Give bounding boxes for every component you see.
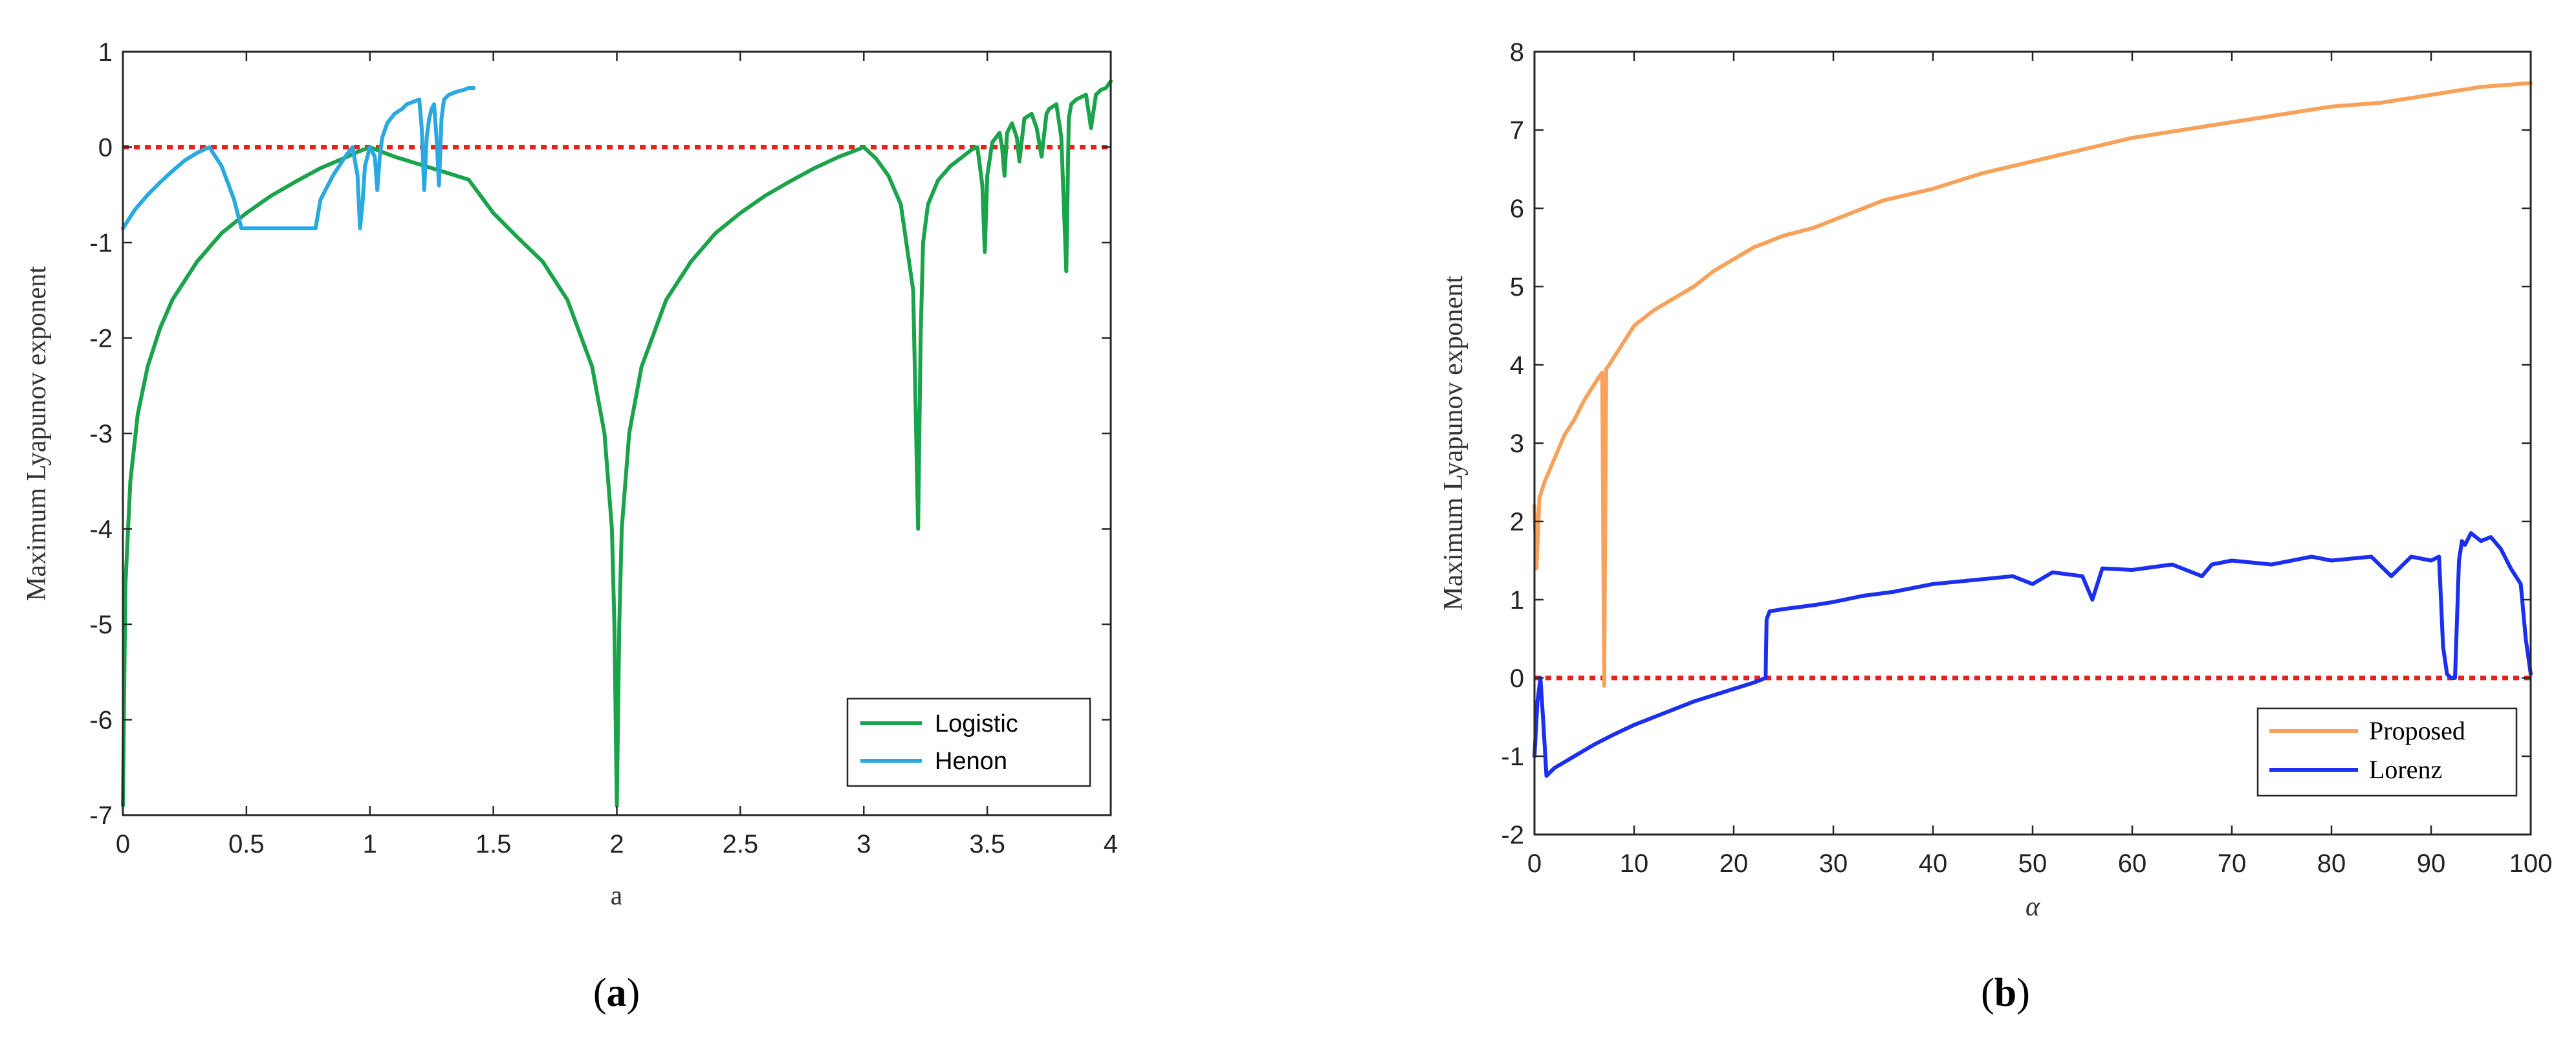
panel-b-legend-box	[2256, 707, 2518, 797]
panel-b-y-tick-label: -2	[1501, 821, 1524, 849]
panel-b-x-tick-label: 70	[2218, 849, 2247, 878]
panel-b-legend-label-proposed: Proposed	[2369, 716, 2465, 745]
panel-b-y-tick-label: 5	[1510, 273, 1524, 301]
panel-a-caption: (a)	[593, 971, 640, 1015]
panel-a-x-tick-label: 0.5	[228, 830, 265, 858]
panel-a-legend: Logistic Henon	[846, 697, 1091, 787]
panel-a-x-tick-label: 3	[857, 830, 871, 858]
panel-b-legend: Proposed Lorenz	[2256, 707, 2518, 797]
panel-b-x-tick-label: 30	[1819, 849, 1848, 878]
panel-b-x-tick-label: 40	[1919, 849, 1948, 878]
panel-a-y-tick-label: 1	[98, 38, 113, 67]
panel-a-x-tick-label: 0	[116, 830, 130, 858]
panel-a-y-axis: -7 -6 -5 -4 -3 -2 -1 0 1	[89, 38, 1111, 830]
panel-a-y-tick-label: -5	[89, 611, 113, 639]
panel-a-x-tick-label: 1	[363, 830, 377, 858]
panel-b-y-tick-label: 2	[1510, 508, 1524, 536]
panel-b-y-tick-label: 3	[1510, 430, 1524, 458]
panel-b-caption: (b)	[1981, 971, 2030, 1015]
panel-a-caption-close: )	[627, 971, 640, 1015]
panel-a-series	[121, 79, 1113, 808]
panel-a-y-tick-label: -3	[89, 420, 113, 448]
panel-b-y-tick-label: -1	[1501, 743, 1524, 771]
panel-a-y-axis-title: Maximum Lyapunov exponent	[22, 266, 52, 601]
panel-a-legend-box	[846, 697, 1091, 787]
panel-a-y-tick-label: -4	[89, 516, 113, 544]
panel-b-x-tick-label: 60	[2118, 849, 2147, 878]
panel-b-series-lorenz-line	[1533, 531, 2533, 778]
panel-b-series-proposed-line	[1533, 81, 2533, 688]
panel-b-y-axis-title: Maximum Lyapunov exponent	[1439, 276, 1468, 611]
panel-b-chart: 0 10 20 30 40 50 60 70 80 90 100 -2 -1 0 1 2 3 4 5 6 7 8 α M…	[1439, 38, 2552, 1015]
panel-a-x-tick-label: 3.5	[969, 830, 1005, 858]
panel-a-chart: 0 0.5 1 1.5 2 2.5 3 3.5 4 -7 -6 -5 -4 -3 -2 -1 0 1 a Max…	[22, 38, 1118, 1015]
panel-b-y-tick-label: 6	[1510, 195, 1524, 223]
panel-a-y-tick-label: -1	[89, 229, 113, 257]
panel-b-x-tick-label: 100	[2509, 849, 2553, 878]
panel-b-x-tick-label: 50	[2018, 849, 2047, 878]
panel-b-legend-label-lorenz: Lorenz	[2369, 755, 2442, 784]
panel-b-caption-open: (	[1981, 971, 1994, 1015]
panel-a-legend-label-logistic: Logistic	[935, 710, 1018, 737]
panel-a-x-tick-label: 1.5	[475, 830, 512, 858]
panel-a-series-henon-line	[121, 86, 476, 230]
panel-a-legend-label-henon: Henon	[935, 748, 1007, 775]
panel-b-series	[1533, 81, 2533, 778]
panel-a-x-axis: 0 0.5 1 1.5 2 2.5 3 3.5 4	[116, 52, 1118, 858]
panel-b-y-tick-label: 7	[1510, 116, 1524, 145]
panel-a-caption-open: (	[593, 971, 607, 1015]
panel-b-y-axis: -2 -1 0 1 2 3 4 5 6 7 8	[1501, 38, 2531, 849]
panel-b-x-tick-label: 80	[2317, 849, 2346, 878]
panel-b-x-tick-label: 20	[1719, 849, 1749, 878]
panel-a-x-tick-label: 2.5	[723, 830, 759, 858]
panel-b-plot-area	[1534, 52, 2531, 835]
panel-b-x-tick-label: 0	[1527, 849, 1542, 878]
panel-a-x-axis-title: a	[611, 881, 623, 911]
panel-b-y-tick-label: 4	[1510, 351, 1524, 380]
panel-b-x-axis-title: α	[2025, 892, 2040, 922]
panel-b-caption-close: )	[2016, 971, 2030, 1015]
panel-b-x-tick-label: 90	[2417, 849, 2446, 878]
panel-b-caption-label: b	[1994, 971, 2016, 1015]
panel-a-y-tick-label: -6	[89, 706, 113, 735]
panel-b-y-tick-label: 1	[1510, 586, 1524, 615]
panel-b-y-tick-label: 0	[1510, 664, 1524, 693]
panel-b-y-tick-label: 8	[1510, 38, 1524, 67]
panel-b-x-axis: 0 10 20 30 40 50 60 70 80 90 100	[1527, 52, 2553, 878]
panel-b-x-tick-label: 10	[1620, 849, 1649, 878]
panel-a-y-tick-label: -7	[89, 802, 113, 830]
panel-a-caption-label: a	[607, 971, 627, 1015]
panel-a-x-tick-label: 2	[609, 830, 624, 858]
panel-a-y-tick-label: 0	[98, 134, 113, 162]
panel-a-series-logistic-line	[121, 79, 1113, 808]
panel-a-y-tick-label: -2	[89, 325, 113, 353]
panel-a-x-tick-label: 4	[1104, 830, 1118, 858]
